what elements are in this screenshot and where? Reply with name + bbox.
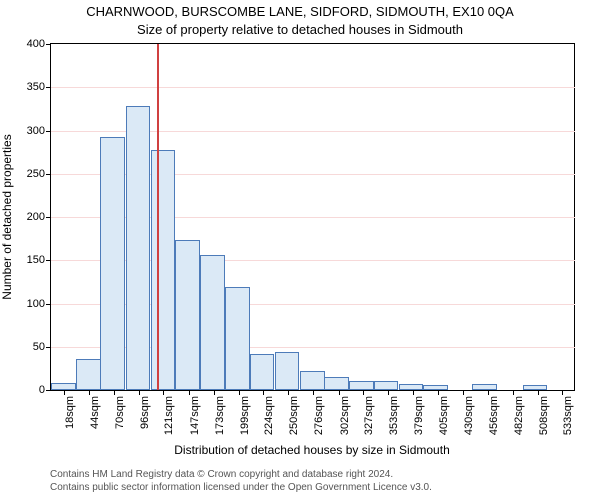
xtick-mark	[214, 390, 215, 395]
xtick-mark	[263, 390, 264, 395]
histogram-bar	[523, 385, 548, 390]
xtick-label: 18sqm	[64, 396, 76, 429]
ytick-label: 250	[27, 168, 45, 180]
xtick-mark	[488, 390, 489, 395]
xtick-label: 482sqm	[513, 396, 525, 435]
histogram-bar	[200, 255, 225, 390]
xtick-mark	[89, 390, 90, 395]
histogram-bar	[300, 371, 325, 390]
histogram-chart: 0 50 100 150 200 250 300 350 400 18sqm 44sqm 70sqm 9…	[0, 0, 600, 500]
ytick-label: 100	[27, 298, 45, 310]
xtick-label: 250sqm	[288, 396, 300, 435]
ytick-label: 400	[27, 38, 45, 50]
attribution-line1: Contains HM Land Registry data © Crown c…	[50, 469, 590, 482]
plot-area: 05010015020025030035040018sqm44sqm70sqm9…	[50, 44, 575, 391]
xtick-mark	[562, 390, 563, 395]
xtick-mark	[388, 390, 389, 395]
xtick-label: 96sqm	[139, 396, 151, 429]
attribution: Contains HM Land Registry data © Crown c…	[50, 469, 590, 494]
xtick-label: 173sqm	[214, 396, 226, 435]
histogram-bar	[225, 287, 250, 390]
ytick-label: 150	[27, 254, 45, 266]
xtick-mark	[114, 390, 115, 395]
xtick-mark	[288, 390, 289, 395]
xtick-mark	[163, 390, 164, 395]
x-axis-label: Distribution of detached houses by size …	[50, 443, 574, 457]
xtick-mark	[513, 390, 514, 395]
xtick-mark	[313, 390, 314, 395]
xtick-mark	[339, 390, 340, 395]
xtick-mark	[139, 390, 140, 395]
xtick-label: 276sqm	[313, 396, 325, 435]
xtick-label: 456sqm	[488, 396, 500, 435]
histogram-bar	[100, 137, 125, 390]
xtick-label: 327sqm	[363, 396, 375, 435]
xtick-mark	[413, 390, 414, 395]
xtick-label: 533sqm	[562, 396, 574, 435]
ytick-mark	[46, 174, 51, 175]
ytick-label: 350	[27, 81, 45, 93]
xtick-mark	[463, 390, 464, 395]
xtick-label: 508sqm	[538, 396, 550, 435]
ytick-label: 0	[39, 384, 45, 396]
xtick-mark	[189, 390, 190, 395]
ytick-mark	[46, 304, 51, 305]
xtick-label: 70sqm	[114, 396, 126, 429]
histogram-bar	[175, 240, 200, 391]
xtick-label: 353sqm	[388, 396, 400, 435]
histogram-bar	[472, 384, 497, 390]
ytick-label: 300	[27, 125, 45, 137]
xtick-label: 121sqm	[163, 396, 175, 435]
xtick-label: 199sqm	[239, 396, 251, 435]
attribution-line2: Contains public sector information licen…	[50, 482, 590, 495]
ytick-mark	[46, 87, 51, 88]
property-marker-line	[157, 44, 159, 390]
histogram-bar	[51, 383, 76, 390]
ytick-mark	[46, 390, 51, 391]
histogram-bar	[324, 377, 349, 390]
histogram-bar	[126, 106, 151, 390]
histogram-bar	[151, 150, 176, 390]
ytick-mark	[46, 347, 51, 348]
xtick-mark	[363, 390, 364, 395]
xtick-mark	[538, 390, 539, 395]
histogram-bar	[275, 352, 300, 390]
ytick-mark	[46, 44, 51, 45]
xtick-label: 44sqm	[89, 396, 101, 429]
xtick-mark	[239, 390, 240, 395]
xtick-label: 430sqm	[463, 396, 475, 435]
ytick-mark	[46, 131, 51, 132]
histogram-bar	[76, 359, 101, 390]
xtick-label: 147sqm	[189, 396, 201, 435]
histogram-bar	[349, 381, 374, 390]
y-axis-label: Number of detached properties	[0, 134, 14, 299]
ytick-label: 50	[33, 341, 45, 353]
xtick-mark	[64, 390, 65, 395]
xtick-mark	[438, 390, 439, 395]
ytick-label: 200	[27, 211, 45, 223]
ytick-mark	[46, 217, 51, 218]
histogram-bar	[423, 385, 448, 390]
xtick-label: 405sqm	[438, 396, 450, 435]
gridline	[51, 87, 575, 88]
xtick-label: 302sqm	[339, 396, 351, 435]
histogram-bar	[374, 381, 399, 391]
histogram-bar	[399, 384, 424, 390]
xtick-label: 224sqm	[263, 396, 275, 435]
xtick-label: 379sqm	[413, 396, 425, 435]
histogram-bar	[250, 354, 275, 390]
ytick-mark	[46, 260, 51, 261]
